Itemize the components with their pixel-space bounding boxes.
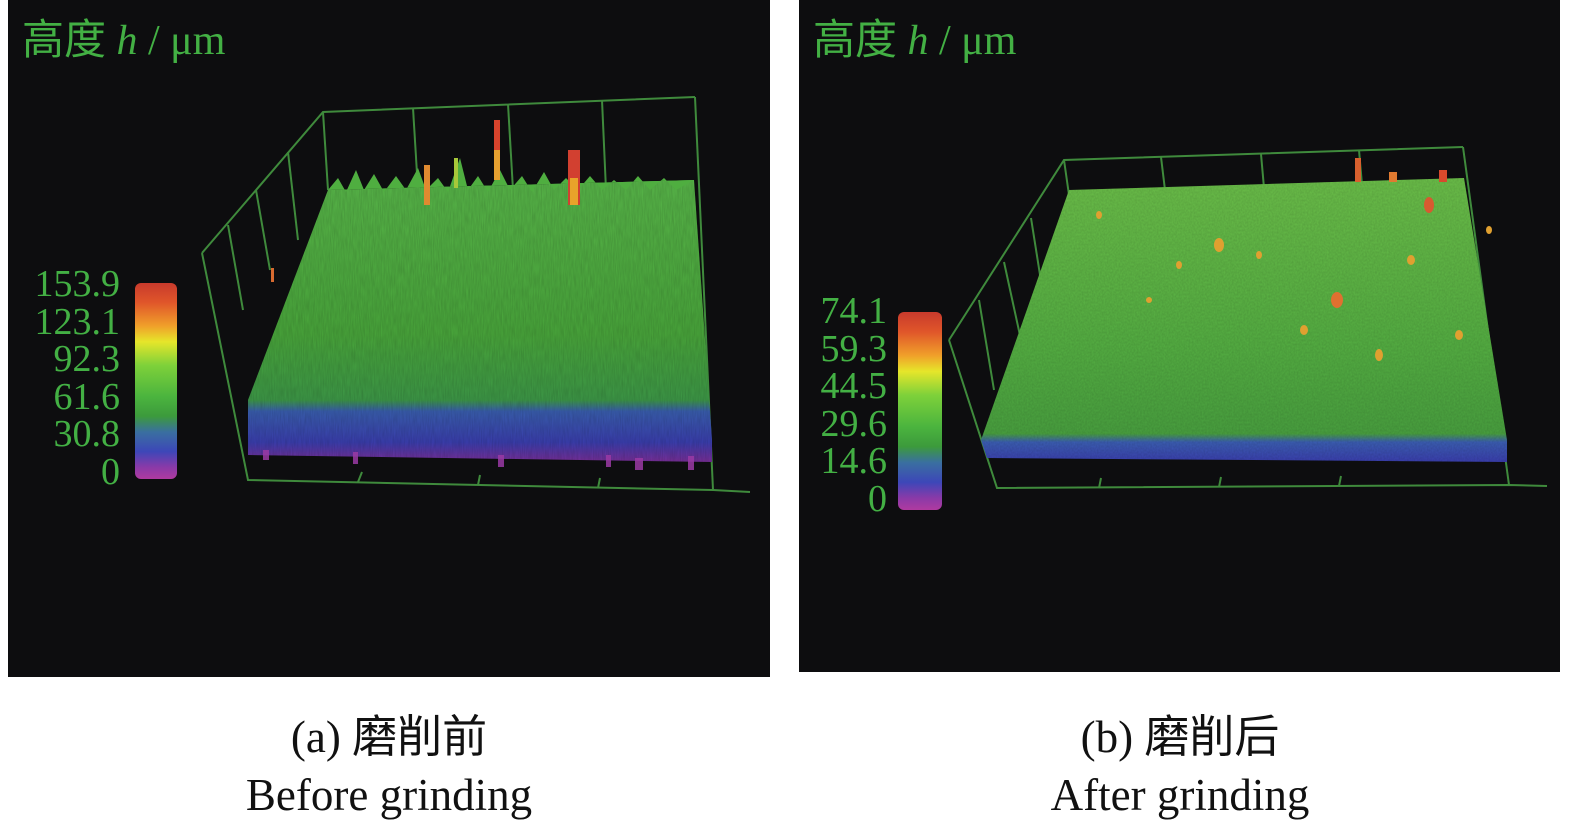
- color-scale-ticks: 74.1 59.3 44.5 29.6 14.6 0: [799, 290, 888, 520]
- color-scale-ticks: 153.9 123.1 92.3 61.6 30.8 0: [10, 263, 121, 493]
- scale-tick: 44.5: [820, 365, 888, 407]
- scale-tick: 92.3: [53, 338, 121, 380]
- surface-3d-plot-before: [201, 96, 751, 493]
- caption-subtitle: Before grinding: [245, 770, 533, 820]
- caption-after: (b) 磨削后 After grinding: [980, 708, 1380, 824]
- caption-subtitle: After grinding: [1050, 770, 1310, 820]
- scale-tick: 0: [101, 450, 120, 493]
- height-axis-label: 高度 h / μm: [813, 18, 1017, 64]
- scale-tick: 14.6: [820, 440, 888, 482]
- scale-tick: 29.6: [820, 402, 888, 445]
- scale-tick: 123.1: [34, 300, 121, 343]
- surface-spots: [1096, 158, 1492, 361]
- caption-title: (a) 磨削前: [290, 712, 488, 762]
- scale-tick: 59.3: [820, 327, 888, 370]
- surface-image-after: 高度 h / μm 74.1 59.3 44.5 29.6 14.6 0: [799, 0, 1560, 672]
- color-scale-bar: [135, 283, 177, 479]
- surface-dips: [263, 450, 694, 470]
- scale-tick: 30.8: [53, 413, 121, 455]
- surface-3d-plot-after: [948, 146, 1548, 490]
- scale-tick: 61.6: [53, 375, 121, 418]
- height-axis-label: 高度 h / μm: [22, 18, 226, 64]
- scale-tick: 74.1: [820, 290, 888, 332]
- wireframe-box: [201, 96, 751, 493]
- surface-image-before: 高度 h / μm 153.9 123.1 92.3 61.6 30.8 0: [8, 0, 770, 677]
- color-scale-bar: [898, 312, 942, 510]
- scale-tick: 153.9: [34, 263, 121, 305]
- surface-peaks: [271, 120, 580, 282]
- scale-tick: 0: [868, 477, 887, 520]
- caption-title: (b) 磨削后: [1080, 712, 1280, 762]
- caption-before: (a) 磨削前 Before grinding: [189, 708, 589, 824]
